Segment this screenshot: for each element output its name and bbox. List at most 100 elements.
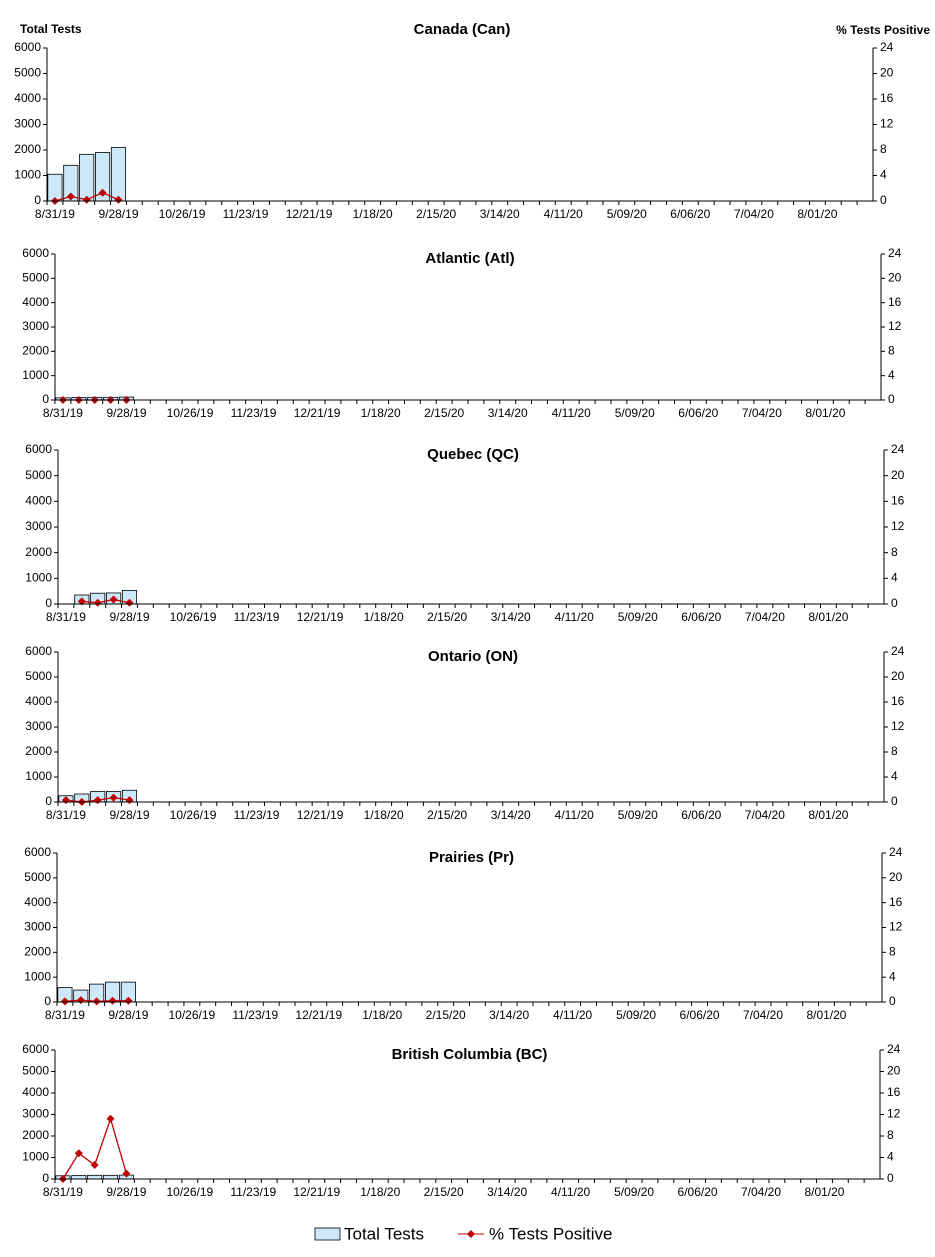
y2-tick-label: 8 xyxy=(889,945,896,959)
y2-tick-label: 16 xyxy=(889,895,903,909)
x-tick-label: 7/04/20 xyxy=(741,1185,781,1199)
y-tick-label: 0 xyxy=(42,1171,49,1185)
y-tick-label: 2000 xyxy=(22,1128,49,1142)
y-tick-label: 5000 xyxy=(25,669,52,683)
y-tick-label: 6000 xyxy=(22,1042,49,1056)
x-tick-label: 7/04/20 xyxy=(745,808,785,822)
x-tick-label: 1/18/20 xyxy=(361,406,401,420)
y2-tick-label: 20 xyxy=(889,870,903,884)
y2-tick-label: 0 xyxy=(889,994,896,1008)
positivity-marker xyxy=(66,192,75,201)
y-tick-label: 6000 xyxy=(14,40,41,54)
positivity-line xyxy=(62,1116,128,1180)
y2-tick-label: 8 xyxy=(887,1128,894,1142)
y2-tick-label: 16 xyxy=(891,694,905,708)
y-tick-label: 1000 xyxy=(25,571,52,585)
y-tick-label: 5000 xyxy=(14,66,41,80)
x-tick-label: 8/31/19 xyxy=(46,610,86,624)
bar xyxy=(102,1174,119,1180)
x-tick-label: 3/14/20 xyxy=(487,1185,527,1199)
x-tick-label: 11/23/19 xyxy=(234,610,280,624)
y-tick-label: 5000 xyxy=(25,468,52,482)
positivity-marker xyxy=(108,996,117,1005)
y2-tick-label: 4 xyxy=(887,1150,894,1164)
x-tick-label: 11/23/19 xyxy=(234,808,280,822)
y2-tick-label: 4 xyxy=(891,769,898,783)
y-tick-label: 5000 xyxy=(24,870,51,884)
positivity-line xyxy=(81,598,130,604)
x-tick-label: 6/06/20 xyxy=(680,1008,720,1022)
x-tick-label: 5/09/20 xyxy=(615,406,655,420)
y-tick-label: 3000 xyxy=(24,920,51,934)
y2-tick-label: 8 xyxy=(888,344,895,358)
x-tick-label: 11/23/19 xyxy=(231,406,277,420)
y-tick-label: 6000 xyxy=(25,644,52,658)
x-tick-label: 9/28/19 xyxy=(106,1185,146,1199)
x-tick-label: 2/15/20 xyxy=(426,1008,466,1022)
y2-tick-label: 12 xyxy=(889,920,903,934)
y2-tick-label: 20 xyxy=(888,271,902,285)
bar xyxy=(71,1175,87,1180)
y-tick-label: 3000 xyxy=(25,719,52,733)
x-tick-label: 5/09/20 xyxy=(618,610,658,624)
x-tick-label: 7/04/20 xyxy=(734,207,774,221)
x-tick-label: 5/09/20 xyxy=(614,1185,654,1199)
y-tick-label: 4000 xyxy=(24,895,51,909)
y2-tick-label: 16 xyxy=(880,91,894,105)
x-tick-label: 8/01/20 xyxy=(804,1185,844,1199)
y2-tick-label: 24 xyxy=(888,246,902,260)
x-tick-label: 10/26/19 xyxy=(170,610,217,624)
x-tick-label: 8/31/19 xyxy=(43,1185,83,1199)
x-tick-label: 8/31/19 xyxy=(35,207,75,221)
y2-tick-label: 4 xyxy=(880,168,887,182)
x-tick-label: 4/11/20 xyxy=(551,1185,590,1199)
y2-tick-label: 8 xyxy=(891,545,898,559)
y2-tick-label: 24 xyxy=(891,442,905,456)
y-tick-label: 4000 xyxy=(25,494,52,508)
y-tick-label: 5000 xyxy=(22,271,49,285)
positivity-marker xyxy=(109,595,118,604)
x-tick-label: 1/18/20 xyxy=(364,808,404,822)
x-tick-label: 2/15/20 xyxy=(424,1185,464,1199)
y2-tick-label: 16 xyxy=(887,1085,901,1099)
y-tick-label: 6000 xyxy=(24,845,51,859)
y2-tick-label: 0 xyxy=(887,1171,894,1185)
y-tick-label: 0 xyxy=(42,392,49,406)
positivity-marker xyxy=(90,1161,99,1170)
x-tick-label: 6/06/20 xyxy=(681,610,721,624)
y-tick-label: 2000 xyxy=(25,545,52,559)
bar xyxy=(47,173,63,202)
x-tick-label: 12/21/19 xyxy=(295,1008,342,1022)
y-tick-label: 4000 xyxy=(22,1085,49,1099)
y2-tick-label: 20 xyxy=(891,669,905,683)
x-tick-label: 6/06/20 xyxy=(681,808,721,822)
x-tick-label: 12/21/19 xyxy=(286,207,333,221)
x-tick-label: 8/31/19 xyxy=(46,808,86,822)
y-tick-label: 4000 xyxy=(14,91,41,105)
y-tick-label: 3000 xyxy=(22,1107,49,1121)
legend-label: % Tests Positive xyxy=(489,1224,612,1243)
y2-tick-label: 12 xyxy=(891,519,905,533)
y2-tick-label: 4 xyxy=(888,368,895,382)
y2-tick-label: 20 xyxy=(887,1064,901,1078)
y-tick-label: 3000 xyxy=(14,117,41,131)
x-tick-label: 6/06/20 xyxy=(678,1185,718,1199)
y-tick-label: 1000 xyxy=(22,368,49,382)
x-tick-label: 10/26/19 xyxy=(170,808,217,822)
panel-title: Quebec (QC) xyxy=(427,446,519,463)
x-tick-label: 7/04/20 xyxy=(743,1008,783,1022)
x-tick-label: 6/06/20 xyxy=(670,207,710,221)
x-tick-label: 4/11/20 xyxy=(544,207,583,221)
legend-swatch xyxy=(314,1227,341,1241)
x-tick-label: 1/18/20 xyxy=(362,1008,402,1022)
x-tick-label: 4/11/20 xyxy=(553,1008,592,1022)
x-tick-label: 8/01/20 xyxy=(806,1008,846,1022)
x-tick-label: 8/01/20 xyxy=(805,406,845,420)
y-tick-label: 5000 xyxy=(22,1064,49,1078)
x-tick-label: 1/18/20 xyxy=(360,1185,400,1199)
y2-tick-label: 8 xyxy=(891,744,898,758)
y2-tick-label: 4 xyxy=(891,571,898,585)
x-tick-label: 8/31/19 xyxy=(43,406,83,420)
y2-tick-label: 20 xyxy=(880,66,894,80)
